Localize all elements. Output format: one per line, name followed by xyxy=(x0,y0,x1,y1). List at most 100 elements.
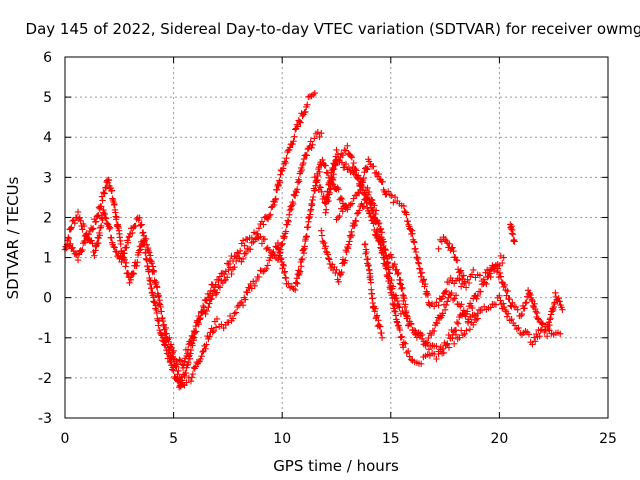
y-tick-label: 6 xyxy=(43,50,52,66)
data-point xyxy=(286,211,293,218)
data-point xyxy=(445,279,453,286)
data-point xyxy=(391,307,398,315)
data-point xyxy=(353,167,360,174)
data-point xyxy=(336,212,343,220)
data-point xyxy=(92,218,100,225)
data-point xyxy=(89,226,96,233)
data-point xyxy=(355,190,363,197)
data-point xyxy=(380,250,387,258)
x-tick-label: 15 xyxy=(382,431,400,447)
data-point xyxy=(428,331,435,339)
data-point xyxy=(231,310,238,317)
data-point xyxy=(347,153,355,160)
data-point xyxy=(238,298,245,306)
data-point xyxy=(375,170,382,178)
data-point xyxy=(532,308,539,315)
data-point xyxy=(307,138,314,145)
data-point xyxy=(416,265,424,273)
data-point xyxy=(402,340,409,347)
data-point xyxy=(456,268,464,275)
data-point xyxy=(366,266,373,273)
data-point xyxy=(189,333,197,341)
data-point xyxy=(79,246,86,254)
data-point xyxy=(188,332,196,339)
data-point xyxy=(98,222,105,230)
plot-frame xyxy=(64,56,609,419)
data-point xyxy=(294,123,301,130)
data-point xyxy=(460,272,467,279)
data-point xyxy=(534,315,541,322)
data-point xyxy=(282,274,289,281)
data-point xyxy=(514,306,521,313)
data-point xyxy=(143,241,150,248)
data-point xyxy=(533,330,540,338)
data-point xyxy=(369,207,376,214)
data-point xyxy=(316,133,323,141)
data-point xyxy=(293,189,300,196)
y-tick-label: -3 xyxy=(38,411,52,427)
data-point xyxy=(288,205,295,213)
data-point xyxy=(187,378,195,385)
data-point xyxy=(247,246,254,253)
data-point xyxy=(100,189,107,196)
data-point xyxy=(102,215,110,222)
data-point xyxy=(418,269,426,276)
data-point xyxy=(400,339,407,346)
data-point xyxy=(164,336,171,343)
data-point xyxy=(407,321,415,328)
data-point xyxy=(183,379,190,386)
data-point xyxy=(496,269,504,277)
data-point xyxy=(326,256,333,263)
data-point xyxy=(166,359,174,366)
data-point xyxy=(90,225,97,232)
data-point xyxy=(378,241,385,248)
data-point xyxy=(363,248,370,256)
data-point xyxy=(496,262,503,269)
data-point xyxy=(231,264,238,271)
data-point xyxy=(395,269,402,277)
data-point xyxy=(398,333,406,340)
data-point xyxy=(117,240,124,248)
data-point xyxy=(110,243,117,251)
data-point xyxy=(185,359,192,366)
data-point xyxy=(108,187,116,194)
data-point xyxy=(192,322,199,330)
data-point xyxy=(106,224,114,231)
data-point xyxy=(468,271,476,278)
data-point xyxy=(358,182,365,189)
data-point xyxy=(166,344,174,351)
data-point xyxy=(367,279,375,286)
data-point xyxy=(348,200,356,207)
data-point xyxy=(391,302,398,309)
data-point xyxy=(184,350,191,357)
data-point xyxy=(266,212,273,220)
y-axis-label: SDTVAR / TECUs xyxy=(4,176,22,299)
data-point xyxy=(209,292,216,299)
data-point xyxy=(438,238,445,245)
data-point xyxy=(461,278,468,285)
data-point xyxy=(411,239,418,246)
data-point xyxy=(65,235,73,242)
data-point xyxy=(139,229,146,237)
data-point xyxy=(225,260,232,268)
data-point xyxy=(342,160,350,168)
data-point xyxy=(207,287,214,294)
data-point xyxy=(188,374,196,381)
data-point xyxy=(314,129,321,136)
data-point xyxy=(338,195,346,203)
data-point xyxy=(362,240,369,248)
data-point xyxy=(355,172,362,179)
data-point xyxy=(344,245,352,252)
data-point xyxy=(177,357,184,364)
data-point xyxy=(255,225,263,232)
data-point xyxy=(415,260,423,267)
data-point xyxy=(71,220,78,227)
data-point xyxy=(303,233,310,240)
data-point xyxy=(492,301,500,308)
data-point xyxy=(341,203,348,210)
x-tick-label: 5 xyxy=(169,431,178,447)
data-point xyxy=(125,234,132,241)
data-point xyxy=(435,350,442,358)
data-point xyxy=(202,310,209,318)
data-point xyxy=(509,299,516,306)
